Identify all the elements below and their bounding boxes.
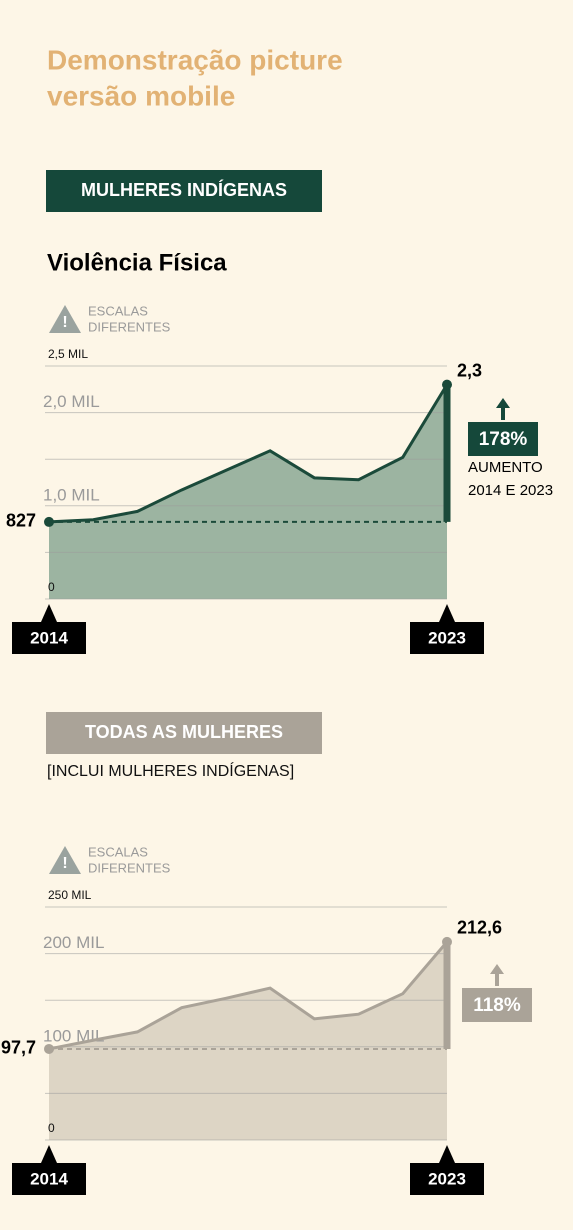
y-tick-label: 2,5 MIL [48, 347, 88, 361]
y-tick-label: 2,0 MIL [43, 392, 100, 411]
chart-title: Violência Física [47, 249, 227, 276]
change-label: 178% [479, 429, 528, 450]
x-tick-box [410, 1163, 484, 1195]
area [49, 941, 447, 1140]
change-box [468, 422, 538, 456]
section-label: MULHERES INDÍGENAS [81, 179, 287, 200]
x-tick-mark [41, 604, 57, 622]
x-tick-mark [439, 1145, 455, 1163]
y-tick-label: 100 MIL [43, 1026, 104, 1045]
value-label: 827 [6, 511, 36, 531]
x-tick-mark [439, 604, 455, 622]
scale-note: DIFERENTES [88, 860, 171, 875]
change-note: AUMENTO [468, 459, 543, 476]
end-dot [442, 936, 452, 947]
value-label: 97,7 [1, 1038, 36, 1058]
warning-mark: ! [62, 314, 67, 331]
value-label: 212,6 [457, 918, 502, 938]
area [49, 384, 447, 599]
page-title: Demonstração picture [47, 44, 343, 75]
change-arrow [490, 964, 504, 986]
warning-mark: ! [62, 855, 67, 872]
page-title: versão mobile [47, 80, 235, 111]
section-box [46, 712, 322, 754]
y-tick-label: 0 [48, 1121, 55, 1135]
x-tick-box [12, 622, 86, 654]
section-label: TODAS AS MULHERES [85, 722, 283, 742]
end-dot [442, 379, 452, 390]
change-box [462, 988, 532, 1022]
change-note: 2014 E 2023 [468, 482, 553, 499]
x-tick-label: 2014 [30, 628, 68, 647]
x-tick-label: 2023 [428, 628, 466, 647]
y-tick-label: 200 MIL [43, 933, 104, 952]
x-tick-label: 2014 [30, 1169, 68, 1188]
x-tick-box [12, 1163, 86, 1195]
change-label: 118% [473, 995, 521, 1016]
line [48, 940, 449, 1051]
scale-note: DIFERENTES [88, 319, 171, 334]
y-tick-label: 1,0 MIL [43, 485, 100, 504]
value-label: 2,3 [457, 360, 482, 380]
y-tick-label: 0 [48, 580, 55, 594]
y-tick-label: 250 MIL [48, 888, 92, 902]
x-tick-label: 2023 [428, 1169, 466, 1188]
chart-subtitle: [INCLUI MULHERES INDÍGENAS] [47, 761, 294, 780]
scale-note: ESCALAS [88, 303, 148, 318]
change-arrow [496, 398, 510, 420]
x-tick-mark [41, 1145, 57, 1163]
warning-icon [49, 305, 81, 333]
end-dot [44, 516, 54, 527]
scale-note: ESCALAS [88, 844, 148, 859]
line [48, 383, 449, 524]
section-box [46, 170, 322, 212]
warning-icon [49, 846, 81, 874]
x-tick-box [410, 622, 484, 654]
end-dot [44, 1043, 54, 1054]
